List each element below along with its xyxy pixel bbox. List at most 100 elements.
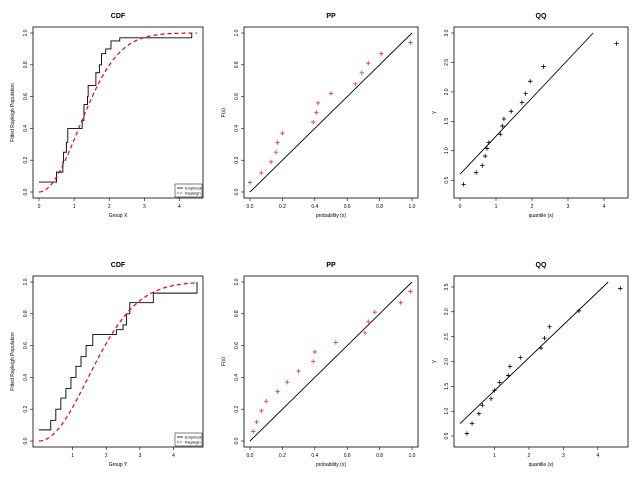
panel1-ytick-label: 0.2 — [23, 157, 29, 164]
panel3-point-marker — [528, 79, 533, 84]
panel1-legend-box — [174, 183, 203, 198]
panel2-xtick-label: 0.0 — [247, 204, 254, 210]
panel5-ytick-label: 0.8 — [234, 310, 240, 317]
panel2-point-marker — [359, 70, 364, 75]
panel2-point-marker — [268, 159, 274, 164]
panel5-xtick-label: 0.8 — [376, 453, 383, 459]
panel6-point-marker — [476, 411, 482, 416]
panel5-frame — [243, 275, 419, 448]
panel2-xtick-label: 0.2 — [279, 204, 286, 210]
panel3-ylabel: y — [431, 111, 437, 114]
panel3-ytick-label: 1.0 — [444, 147, 450, 154]
panel5-point-marker — [362, 330, 368, 336]
panel5-ytick-label: 1.0 — [234, 278, 240, 285]
panel4-legend-rayleigh-label: Rayleigh — [185, 440, 201, 445]
panel5-point-marker — [408, 289, 413, 294]
panel6-reference-line — [459, 281, 609, 424]
panel1-xtick-label: 0 — [38, 204, 41, 210]
panel5-point-marker — [366, 319, 371, 324]
panel3-point-marker — [498, 132, 503, 137]
panel3-point-marker — [523, 91, 528, 96]
panel1-ytick-label: 0.6 — [23, 93, 29, 100]
panel5-title: PP — [326, 262, 336, 269]
panel2-point-marker — [408, 40, 413, 45]
panel3-ytick-label: 3.0 — [444, 29, 450, 36]
panel5-point-marker — [259, 408, 264, 413]
panel6-plot-area — [459, 281, 623, 436]
panel4-empirical-step-line — [39, 282, 198, 431]
panel3-ytick-label: 2.5 — [444, 59, 450, 66]
panel2-ytick-label: 0.2 — [234, 157, 240, 164]
panel4-ylabel: Fitted Rayleigh Population — [10, 332, 16, 391]
panel6-point-marker — [507, 364, 513, 369]
panel6-ytick-label: 3.5 — [444, 283, 450, 290]
panel2-point-marker — [353, 81, 358, 87]
panel5-ytick-label: 0.6 — [234, 342, 240, 349]
panel6-point-marker — [506, 373, 511, 378]
panel5-point-marker — [285, 379, 290, 385]
panel6-frame — [453, 275, 629, 448]
panel6-point-marker — [518, 355, 523, 360]
panel4-ytick-label: 0.4 — [23, 374, 29, 381]
panel2-point-marker — [259, 170, 264, 176]
panel6-xtick-label: 4 — [596, 453, 599, 459]
panel3-point-marker — [486, 140, 491, 145]
panel6-ytick-label: 2.0 — [444, 358, 450, 365]
panel5-point-marker — [310, 359, 316, 364]
panel5-point-marker — [251, 429, 256, 434]
panel2-point-marker — [379, 51, 384, 56]
panel3-ytick-label: 1.5 — [444, 118, 450, 125]
panel3-xlabel: quantile (x) — [529, 213, 554, 219]
panel5-point-marker — [312, 349, 317, 355]
panel6-ytick-label: 1.0 — [444, 407, 450, 414]
panel3-ytick-label: 0.5 — [444, 177, 450, 184]
panel3-point-marker — [500, 123, 505, 129]
panel3-xtick-label: 2 — [531, 204, 534, 210]
panel4-ytick-label: 0.6 — [23, 342, 29, 349]
panel3-title: QQ — [536, 13, 547, 20]
panel5-ytick-label: 0.0 — [234, 437, 240, 444]
panel2-ytick-label: 0.8 — [234, 61, 240, 68]
panel3-xtick-label: 1 — [495, 204, 498, 210]
panel3-ytick-label: 2.0 — [444, 88, 450, 95]
panel2-ytick-label: 0.6 — [234, 93, 240, 100]
panel6-xtick-label: 3 — [562, 453, 565, 459]
panel6-point-marker — [480, 403, 485, 408]
panel2-point-marker — [310, 119, 316, 125]
panel2-xtick-label: 1.0 — [409, 204, 416, 210]
panel6-point-marker — [497, 380, 502, 385]
panel2-point-marker — [275, 140, 280, 145]
panel6-ylabel: y — [431, 360, 437, 363]
panel6-title: QQ — [536, 262, 547, 269]
panel2-plot-area — [247, 32, 413, 193]
panel4-xtick-label: 2 — [105, 453, 108, 459]
panel3-point-marker — [519, 100, 525, 105]
panel6-point-marker — [542, 335, 547, 341]
panel2-ytick-label: 0.4 — [234, 125, 240, 132]
panel1-xtick-label: 1 — [73, 204, 76, 210]
panel2-ytick-label: 1.0 — [234, 29, 240, 36]
panel3-plot-area — [459, 32, 619, 187]
panel5-point-marker — [398, 300, 403, 305]
panel3-point-marker — [484, 146, 490, 151]
panel1-title: CDF — [111, 13, 126, 20]
panel1-ylabel: Fitted Rayleigh Population — [10, 83, 16, 142]
panel2-point-marker — [315, 100, 321, 106]
panel6-ytick-label: 3.0 — [444, 308, 450, 315]
panel6-point-marker — [538, 345, 544, 351]
panel5-xtick-label: 0.6 — [344, 453, 351, 459]
panel4-xtick-label: 3 — [138, 453, 141, 459]
panel2-reference-line — [249, 32, 413, 193]
panel1-legend-rayleigh-label: Rayleigh — [185, 191, 201, 196]
panel4-ytick-label: 0.8 — [23, 310, 29, 317]
panel1-xtick-label: 3 — [143, 204, 146, 210]
panel2-xtick-label: 0.8 — [376, 204, 383, 210]
panel1-ytick-label: 0.0 — [23, 188, 29, 195]
panel5-point-marker — [275, 389, 280, 394]
panel3-xtick-label: 4 — [603, 204, 606, 210]
panel6-point-marker — [618, 286, 623, 291]
panel6-point-marker — [492, 388, 497, 393]
panel1-legend-empirical-label: Empirical — [185, 186, 202, 191]
